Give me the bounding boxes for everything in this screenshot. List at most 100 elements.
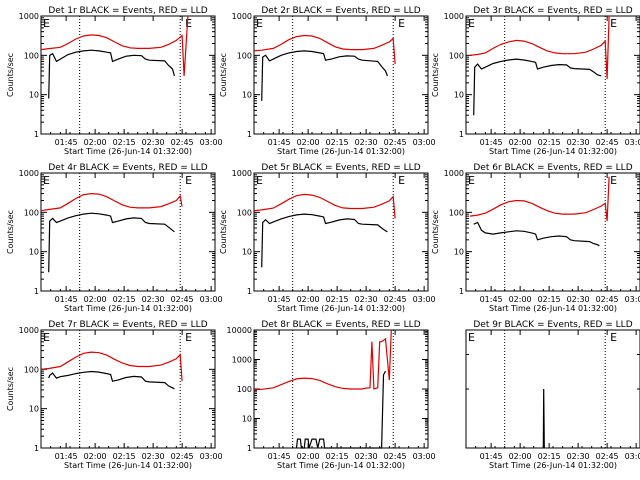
plot-frame	[253, 329, 429, 449]
lld-series-line	[469, 15, 610, 80]
lld-series-line	[40, 351, 183, 382]
x-tick-label: 02:00	[84, 452, 107, 461]
x-tick-label: 02:00	[84, 138, 107, 147]
event-marker-label: E	[610, 174, 617, 187]
x-tick-label: 02:15	[113, 295, 136, 304]
events-series-line	[542, 388, 545, 449]
y-tick-label: 100	[24, 365, 39, 374]
x-axis-label: Start Time (26-Jun-14 01:32:00)	[489, 304, 617, 313]
panel-det-8: Det 8r BLACK = Events, RED = LLD 1 10 100 10…	[227, 320, 436, 470]
y-axis-label: Counts/sec	[219, 53, 228, 97]
y-tick-label: 10	[454, 91, 464, 100]
x-tick-label: 01:45	[480, 295, 503, 304]
panel-title: Det 4r BLACK = Events, RED = LLD	[48, 163, 207, 173]
y-axis-label: Counts/sec	[431, 210, 440, 254]
x-axis-label: Start Time (26-Jun-14 01:32:00)	[489, 147, 617, 156]
y-tick-label: 1000	[19, 326, 39, 335]
x-tick-label: 02:45	[596, 138, 619, 147]
y-tick-label: 1	[34, 444, 39, 453]
events-series-line	[295, 370, 387, 449]
y-tick-label: 100	[24, 208, 39, 217]
event-marker-label: E	[610, 331, 617, 344]
x-tick-label: 01:45	[268, 295, 291, 304]
y-tick-label: 1	[459, 287, 464, 296]
panel-title: Det 5r BLACK = Events, RED = LLD	[261, 163, 420, 173]
plot-frame	[465, 172, 640, 292]
x-tick-label: 02:15	[538, 138, 561, 147]
x-tick-label: 02:45	[171, 138, 194, 147]
events-series-line	[48, 370, 175, 390]
event-marker-label: E	[398, 17, 405, 30]
y-tick-label: 1	[247, 287, 252, 296]
x-axis-label: Start Time (26-Jun-14 01:32:00)	[277, 461, 405, 470]
y-tick-label: 1000	[232, 169, 252, 178]
x-tick-label: 02:30	[355, 295, 378, 304]
events-series-line	[261, 213, 388, 268]
x-tick-label: 02:15	[538, 452, 561, 461]
x-tick-label: 01:45	[55, 295, 78, 304]
y-tick-label: 100	[237, 385, 252, 394]
x-axis-label: Start Time (26-Jun-14 01:32:00)	[64, 461, 192, 470]
lld-series-line	[40, 192, 183, 212]
x-tick-label: 02:45	[596, 452, 619, 461]
lld-series-line	[40, 15, 189, 76]
y-tick-label: 1	[247, 130, 252, 139]
y-tick-label: 1	[34, 130, 39, 139]
y-axis-label: Counts/sec	[219, 210, 228, 254]
y-tick-label: 10	[29, 405, 39, 414]
panel-title: Det 6r BLACK = Events, RED = LLD	[473, 163, 632, 173]
y-tick-label: 10	[29, 248, 39, 257]
plot-frame	[40, 172, 216, 292]
x-tick-label: 03:00	[413, 452, 436, 461]
y-tick-label: 100	[237, 208, 252, 217]
x-tick-label: 02:00	[297, 138, 320, 147]
lld-series-line	[253, 329, 392, 391]
y-tick-label: 10	[242, 248, 252, 257]
y-tick-label: 10000	[227, 326, 252, 335]
x-tick-label: 01:45	[480, 452, 503, 461]
y-tick-label: 1	[459, 130, 464, 139]
x-tick-label: 02:00	[297, 452, 320, 461]
x-tick-label: 02:30	[142, 138, 165, 147]
x-tick-label: 02:30	[567, 452, 590, 461]
event-marker-label: E	[43, 17, 50, 30]
x-tick-label: 03:00	[413, 138, 436, 147]
event-marker-label: E	[185, 331, 192, 344]
x-tick-label: 03:00	[413, 295, 436, 304]
x-axis-label: Start Time (26-Jun-14 01:32:00)	[64, 147, 192, 156]
x-tick-label: 02:15	[113, 452, 136, 461]
x-tick-label: 03:00	[625, 138, 640, 147]
x-tick-label: 02:45	[384, 138, 407, 147]
plot-frame	[465, 329, 640, 449]
x-tick-label: 01:45	[480, 138, 503, 147]
x-tick-label: 01:45	[55, 138, 78, 147]
y-tick-label: 10	[29, 91, 39, 100]
x-tick-label: 02:45	[384, 295, 407, 304]
x-tick-label: 02:30	[567, 138, 590, 147]
event-marker-label: E	[43, 174, 50, 187]
y-tick-label: 1000	[232, 12, 252, 21]
event-marker-label: E	[43, 331, 50, 344]
plot-frame	[253, 172, 429, 292]
x-axis-label: Start Time (26-Jun-14 01:32:00)	[489, 461, 617, 470]
x-tick-label: 02:00	[509, 138, 532, 147]
panel-title: Det 8r BLACK = Events, RED = LLD	[261, 320, 420, 330]
panel-title: Det 2r BLACK = Events, RED = LLD	[261, 6, 420, 16]
x-tick-label: 03:00	[200, 452, 223, 461]
y-tick-label: 100	[237, 51, 252, 60]
event-marker-label: E	[468, 17, 475, 30]
panel-title: Det 3r BLACK = Events, RED = LLD	[473, 6, 632, 16]
x-tick-label: 01:45	[55, 452, 78, 461]
events-series-line	[48, 212, 175, 273]
y-tick-label: 1	[34, 287, 39, 296]
y-tick-label: 1000	[232, 356, 252, 365]
plot-frame	[40, 329, 216, 449]
x-tick-label: 02:00	[509, 295, 532, 304]
event-marker-label: E	[185, 17, 192, 30]
x-tick-label: 02:45	[171, 295, 194, 304]
y-tick-label: 1000	[444, 12, 464, 21]
x-tick-label: 03:00	[625, 295, 640, 304]
